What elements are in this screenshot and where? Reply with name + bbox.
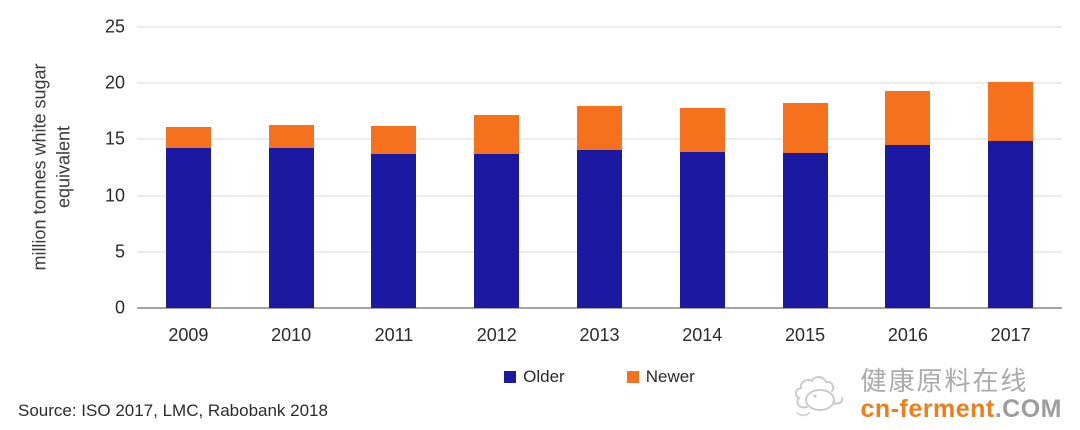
y-tick-label: 10 [104, 185, 125, 206]
x-tick-label-2011: 2011 [374, 325, 414, 345]
bar-segment-newer-2012 [474, 114, 520, 155]
bar-segment-older-2014 [679, 151, 725, 308]
bar-segment-newer-2013 [577, 105, 623, 150]
watermark-site-name: 健康原料在线 [860, 366, 1029, 397]
watermark-domain: cn-ferment.COM [861, 396, 1062, 422]
bar-segment-newer-2011 [371, 125, 417, 155]
gridline [137, 26, 1062, 28]
bar-segment-older-2016 [885, 145, 931, 308]
bar-segment-newer-2010 [268, 124, 314, 149]
watermark-domain-tld: .COM [994, 394, 1062, 423]
stacked-bar-2012 [474, 27, 520, 308]
stacked-bar-2013 [577, 27, 623, 308]
x-axis-labels: 2009 2010 2011 2012 2013 2014 2015 2016 2017 [137, 325, 1062, 346]
x-tick-label-2016: 2016 [887, 325, 928, 345]
bar-slot-2011 [343, 27, 446, 308]
stacked-bar-2016 [885, 27, 931, 308]
y-tick-label: 0 [114, 297, 125, 318]
x-tick-label-2013: 2013 [579, 325, 620, 345]
stacked-bar-2014 [679, 27, 725, 308]
bar-segment-newer-2015 [782, 103, 828, 153]
legend-label: Newer [645, 367, 695, 386]
bar-slot-2009 [137, 27, 240, 308]
x-tick-label-2009: 2009 [168, 325, 209, 345]
bar-segment-newer-2017 [988, 82, 1034, 141]
y-tick-label: 25 [104, 16, 125, 37]
source-note: Source: ISO 2017, LMC, Rabobank 2018 [18, 401, 328, 420]
gridline [137, 82, 1062, 84]
bar-segment-newer-2016 [885, 91, 931, 146]
watermark-text: 健康原料在线 cn-ferment.COM [861, 368, 1062, 422]
x-tick-label-2015: 2015 [785, 325, 826, 345]
bar-segment-newer-2009 [165, 127, 211, 149]
x-tick-label-2017: 2017 [990, 325, 1031, 345]
legend-item-older: Older [504, 367, 565, 387]
bar-slot-2010 [240, 27, 343, 308]
legend-swatch-icon [504, 371, 517, 383]
bar-slot-2012 [445, 27, 548, 308]
watermark-domain-name: cn-ferment [860, 394, 995, 423]
legend-swatch-icon [626, 371, 639, 383]
bar-segment-older-2009 [165, 148, 211, 308]
y-tick-label: 20 [104, 72, 125, 93]
bar-slot-2016 [856, 27, 959, 308]
stacked-bar-2017 [988, 27, 1034, 308]
bar-segment-older-2013 [577, 149, 623, 308]
bar-segment-older-2012 [474, 154, 520, 308]
x-tick-label-2010: 2010 [271, 325, 312, 345]
stacked-bar-2010 [268, 27, 314, 308]
legend-item-newer: Newer [626, 367, 695, 387]
watermark: 健康原料在线 cn-ferment.COM [793, 368, 1062, 422]
bar-slot-2017 [959, 27, 1062, 308]
legend-label: Older [523, 367, 565, 386]
stacked-bar-2015 [782, 27, 828, 308]
bar-slot-2015 [754, 27, 857, 308]
x-tick-label-2014: 2014 [682, 325, 723, 345]
bar-segment-older-2010 [268, 148, 314, 308]
y-axis-tick-labels: 0 5 10 15 20 25 [0, 17, 125, 318]
x-axis-line [137, 307, 1062, 309]
stacked-bar-2011 [371, 27, 417, 308]
plot-area [137, 26, 1062, 309]
y-tick-label: 5 [114, 241, 125, 262]
x-tick-label-2012: 2012 [476, 325, 517, 345]
stacked-bar-2009 [165, 27, 211, 308]
watermark-logo-icon [794, 376, 843, 417]
bar-slot-2014 [651, 27, 754, 308]
bar-segment-newer-2014 [679, 107, 725, 152]
bar-slot-2013 [548, 27, 651, 308]
legend: Older Newer [137, 367, 1062, 387]
bar-segment-older-2015 [782, 152, 828, 308]
bar-segment-older-2017 [988, 140, 1034, 308]
y-tick-label: 15 [104, 128, 125, 149]
bar-segment-older-2011 [371, 154, 417, 308]
